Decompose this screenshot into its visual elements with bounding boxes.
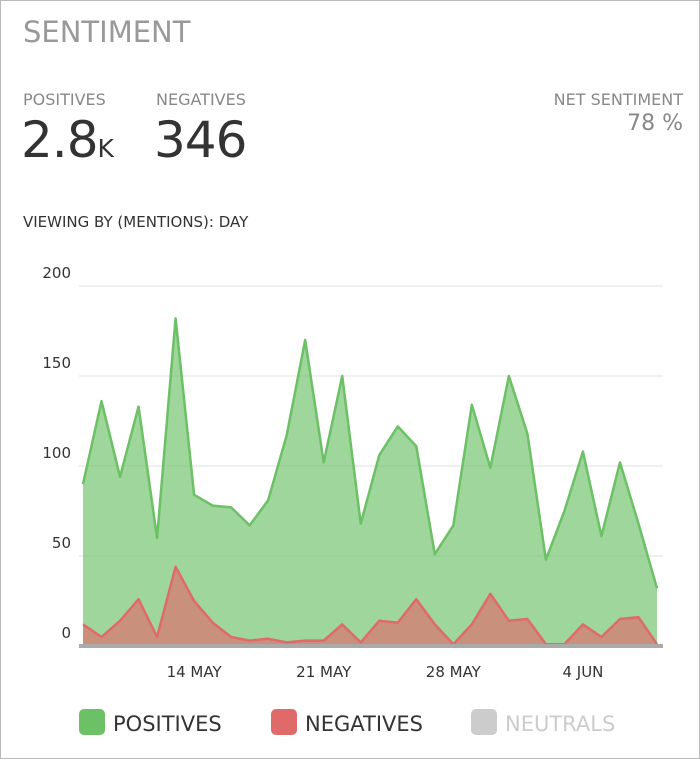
- stat-label: NEGATIVES: [156, 90, 246, 109]
- legend-label: NEGATIVES: [305, 712, 423, 736]
- stat-value: 78 %: [627, 111, 683, 136]
- y-tick-label: 50: [52, 534, 71, 552]
- legend-swatch: [471, 709, 497, 735]
- area: [83, 566, 657, 646]
- x-tick-label: 14 MAY: [167, 663, 223, 681]
- stat-number: 78: [627, 111, 656, 136]
- widget-title: SENTIMENT: [23, 15, 191, 49]
- stat-number: 2.8: [21, 111, 99, 169]
- y-tick-label: 100: [42, 444, 71, 462]
- y-tick-label: 0: [61, 624, 71, 642]
- legend-label: NEUTRALS: [505, 712, 615, 736]
- legend-swatch: [79, 709, 105, 735]
- legend-swatch: [271, 709, 297, 735]
- x-tick-label: 28 MAY: [426, 663, 482, 681]
- stat-value: 2.8K: [21, 111, 114, 169]
- area: [83, 318, 657, 646]
- y-tick-label: 200: [42, 264, 71, 282]
- stat-label: NET SENTIMENT: [553, 90, 683, 109]
- legend-label: POSITIVES: [113, 712, 222, 736]
- stat-unit: K: [97, 134, 114, 163]
- area-line: [81, 317, 659, 589]
- view-label: VIEWING BY (MENTIONS): DAY: [23, 213, 249, 231]
- stat-unit: %: [662, 111, 683, 136]
- stat-label: POSITIVES: [23, 90, 106, 109]
- x-tick-label: 4 JUN: [562, 663, 603, 681]
- x-tick-label: 21 MAY: [296, 663, 352, 681]
- y-tick-label: 150: [42, 354, 71, 372]
- stat-value: 346: [154, 111, 247, 169]
